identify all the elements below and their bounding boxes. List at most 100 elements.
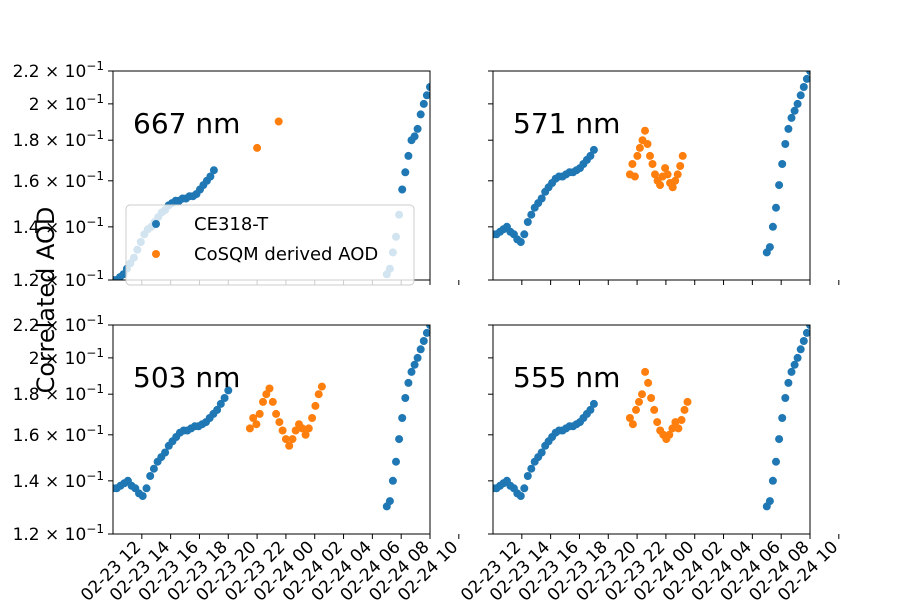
ce318t-point <box>146 472 155 480</box>
cosqm-point <box>308 414 317 422</box>
cosqm-point <box>274 117 283 126</box>
ce318t-point <box>589 145 598 154</box>
ce318t-point <box>787 113 796 122</box>
ce318t-point <box>416 345 425 354</box>
ce318t-point <box>392 457 400 466</box>
ce318t-point <box>784 124 793 133</box>
ce318t-point <box>413 124 422 133</box>
cosqm-point <box>644 378 653 387</box>
cosqm-point <box>663 170 672 179</box>
ce318t-point <box>407 367 416 376</box>
ce318t-point <box>793 353 802 362</box>
cosqm-point <box>301 430 310 439</box>
cosqm-point <box>650 405 659 414</box>
ce318t-point <box>806 71 810 75</box>
cosqm-point <box>628 420 637 429</box>
axes-frame <box>112 324 431 535</box>
panel-title: 667 nm <box>133 107 240 140</box>
ce318t-point <box>784 378 793 387</box>
ce318t-point <box>778 160 787 168</box>
ce318t-point <box>410 360 419 369</box>
legend-label: CE318-T <box>194 214 269 235</box>
ce318t-point <box>385 497 394 506</box>
ce318t-point <box>765 243 774 252</box>
axes-frame <box>492 324 811 535</box>
ce318t-point <box>768 476 777 485</box>
cosqm-point <box>317 382 326 391</box>
ce318t-point <box>401 394 410 402</box>
cosqm-point <box>677 416 686 424</box>
ce318t-point <box>799 83 808 91</box>
y-tick-label: 2 × 10−1 <box>29 92 104 115</box>
cosqm-point <box>641 367 650 376</box>
cosqm-point <box>661 164 670 173</box>
cosqm-point <box>625 414 634 422</box>
cosqm-point <box>285 441 294 450</box>
ce318t-point <box>787 367 796 376</box>
cosqm-point <box>674 424 683 433</box>
ce318t-point <box>149 464 158 473</box>
cosqm-point <box>646 151 654 160</box>
y-tick-label: 1.8 × 10−1 <box>13 128 104 151</box>
cosqm-point <box>638 390 646 399</box>
ce318t-point <box>410 132 419 141</box>
ce318t-point <box>216 399 225 408</box>
ce318t-point <box>395 435 404 444</box>
panel-title: 555 nm <box>513 361 620 394</box>
ce318t-point <box>775 435 784 444</box>
y-tick-label: 2.2 × 10−1 <box>13 59 104 82</box>
ce318t-point <box>398 414 407 422</box>
ce318t-point <box>419 99 428 108</box>
cosqm-point <box>265 384 274 393</box>
cosqm-point <box>249 414 258 422</box>
ce318t-point <box>799 337 808 345</box>
cosqm-point <box>668 183 677 192</box>
ce318t-point <box>527 210 536 219</box>
legend-label: CoSQM derived AOD <box>194 244 378 265</box>
ce318t-point <box>775 181 784 190</box>
panel-title: 503 nm <box>133 361 240 394</box>
ce318t-point <box>401 168 410 177</box>
cosqm-point <box>635 397 643 406</box>
y-tick-label: 1.4 × 10−1 <box>13 215 104 238</box>
cosqm-point <box>311 401 320 410</box>
figure-ylabel: Correlated AOD <box>32 207 60 394</box>
ce318t-point <box>778 414 787 422</box>
cosqm-point <box>678 151 687 160</box>
legend: CE318-T CoSQM derived AOD <box>125 204 415 286</box>
axes-frame <box>492 70 811 281</box>
cosqm-point <box>641 126 649 135</box>
ce318t-point <box>404 378 413 387</box>
ce318t-point <box>537 448 546 457</box>
ce318t-point <box>802 74 810 83</box>
cosqm-point <box>643 140 652 148</box>
ce318t-point <box>142 484 151 493</box>
cosqm-point <box>671 418 680 427</box>
cosqm-point <box>298 424 307 433</box>
ce318t-point <box>790 106 799 115</box>
cosqm-point <box>647 394 656 402</box>
ce318t-point <box>586 405 595 414</box>
ce318t-point <box>206 172 215 181</box>
cosqm-point <box>676 162 685 170</box>
cosqm-point <box>656 181 665 190</box>
cosqm-point <box>278 426 287 435</box>
y-tick-label: 1.6 × 10−1 <box>13 423 104 446</box>
cosqm-point <box>314 390 323 399</box>
cosqm-point <box>275 418 284 427</box>
subplot-1: 667 nm 1.2 × 10−1 1.4 × 10−1 1.6 × 10−1 1.8 … <box>13 59 460 291</box>
ce318t-point <box>520 230 529 239</box>
cosqm-point <box>665 430 674 439</box>
cosqm-point <box>268 397 277 406</box>
cosqm-point <box>252 420 261 429</box>
y-tick-label: 1.8 × 10−1 <box>13 382 104 405</box>
ce318t-point <box>388 476 397 485</box>
ce318t-point <box>161 448 170 457</box>
cosqm-point <box>628 160 637 168</box>
ce318t-point <box>796 91 805 100</box>
ce318t-point <box>213 405 222 414</box>
data-points <box>113 325 430 511</box>
ce318t-point <box>426 325 430 329</box>
